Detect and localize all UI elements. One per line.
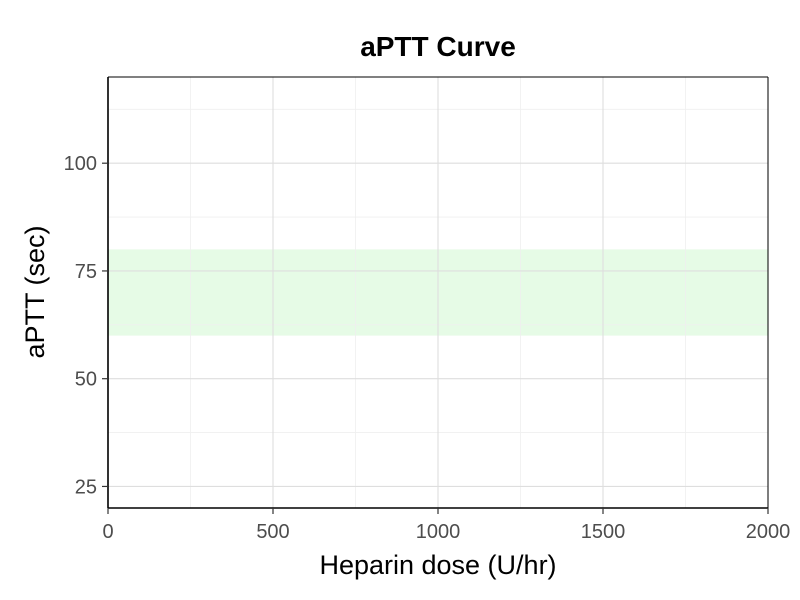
- x-tick-label: 0: [102, 521, 113, 543]
- y-tick-label: 75: [75, 261, 97, 283]
- x-tick-label: 500: [256, 521, 289, 543]
- x-tick-label: 1000: [416, 521, 461, 543]
- y-axis-ticks: 25 50 75 100: [64, 153, 108, 498]
- x-axis-label: Heparin dose (U/hr): [319, 550, 556, 580]
- y-tick-label: 25: [75, 476, 97, 498]
- y-tick-label: 50: [75, 369, 97, 391]
- y-axis-label: aPTT (sec): [20, 225, 50, 358]
- x-axis-ticks: 0 500 1000 1500 2000: [102, 508, 790, 543]
- y-tick-label: 100: [64, 153, 97, 175]
- plot-area: [107, 76, 769, 509]
- x-tick-label: 1500: [581, 521, 626, 543]
- x-tick-label: 2000: [746, 521, 791, 543]
- chart-title: aPTT Curve: [360, 31, 516, 62]
